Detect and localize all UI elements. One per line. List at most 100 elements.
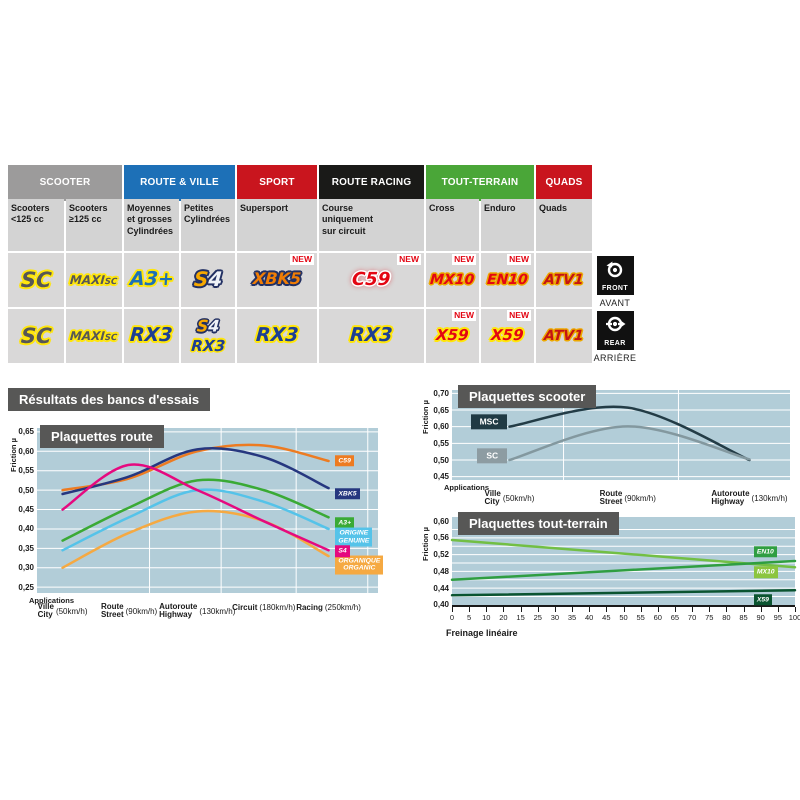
- x-tick-label-20: 20: [499, 613, 508, 622]
- cell-rear-rx3: RX3: [319, 309, 424, 363]
- subheader-quads: Quads: [536, 199, 592, 251]
- y-tick-0-45: 0,45: [433, 472, 449, 482]
- series-a3plus-label: A3+: [335, 517, 355, 529]
- logo-s4: S4: [193, 267, 224, 292]
- series-organique-organic-label: ORGANIQUE ORGANIC: [335, 555, 384, 575]
- logo-sc: SC: [19, 267, 53, 292]
- cell-rear-rx3: RX3: [237, 309, 317, 363]
- y-tick-0-55: 0,55: [433, 438, 449, 448]
- section-title: Résultats des bancs d'essais: [8, 388, 211, 411]
- x-tick-mark: [777, 607, 779, 612]
- series-sc-line: [508, 425, 751, 462]
- logo-rx3: RX3: [129, 324, 174, 347]
- x-tick-label-0: 0: [449, 613, 455, 622]
- x-tick-label-10: 10: [482, 613, 491, 622]
- new-badge: NEW: [452, 254, 476, 265]
- x-tick-label-40: 40: [585, 613, 594, 622]
- series-sc-label: SC: [477, 448, 508, 464]
- y-tick-0-70: 0,70: [433, 388, 449, 398]
- new-badge: NEW: [452, 310, 476, 321]
- category-header-scooter: SCOOTER: [8, 165, 122, 199]
- y-tick-0-40: 0,40: [433, 600, 449, 610]
- series-s4-line: [61, 463, 330, 552]
- subheader-scooters: Scooters ≥125 cc: [66, 199, 122, 251]
- x-tick-label-25: 25: [533, 613, 542, 622]
- logo-en10: EN10: [486, 271, 529, 288]
- chart-route: C59 XBK5 A3+ ORIGINE GENUINE ORGANIQUE ORGAN…: [8, 425, 400, 637]
- x-tick-mark: [640, 607, 642, 612]
- new-badge: NEW: [290, 254, 314, 265]
- chart-route-svg: [37, 428, 378, 593]
- series-mx10-line: [450, 538, 797, 569]
- x-tick-mark: [760, 607, 762, 612]
- y-tick-0-35: 0,35: [18, 543, 34, 553]
- x-axis-note: Applications: [29, 596, 75, 605]
- x-tick-mark: [674, 607, 676, 612]
- chart-title-route: Plaquettes route: [40, 425, 164, 448]
- cell-rear-x59: NEW X59: [426, 309, 479, 363]
- x-category-racing: Racing (250km/h): [296, 603, 361, 612]
- rear-badge-subtitle: ARRIÈRE: [593, 353, 637, 363]
- y-axis-label: Friction µ: [9, 438, 18, 472]
- cell-front-s4: S4: [181, 253, 235, 307]
- x-tick-mark: [726, 607, 728, 612]
- x-tick-mark: [795, 607, 796, 612]
- application-table: SCOOTER ROUTE & VILLE SPORT ROUTE RACING TOU…: [8, 165, 592, 363]
- subheader-cross: Cross: [426, 199, 479, 251]
- chart-title-scooter: Plaquettes scooter: [458, 385, 597, 408]
- cell-front-maxi-sc: MAXISC: [66, 253, 122, 307]
- x-category-ville: Ville City (50km/h): [37, 602, 88, 620]
- front-disc-icon: [604, 258, 626, 285]
- table-body: Scooters <125 cc Scooters ≥125 cc Moyennes…: [8, 199, 592, 363]
- series-origine-genuine-label: ORIGINE GENUINE: [335, 528, 373, 547]
- y-tick-0-30: 0,30: [18, 563, 34, 573]
- x-tick-mark: [572, 607, 574, 612]
- x-tick-label-75: 75: [705, 613, 714, 622]
- logo-sc: SC: [19, 323, 53, 348]
- x-tick-label-50: 50: [619, 613, 628, 622]
- x-axis-note: Applications: [444, 483, 490, 492]
- rear-badge-label: REAR: [604, 340, 626, 347]
- y-tick-0-55: 0,55: [18, 466, 34, 476]
- series-c59-label: C59: [335, 455, 354, 467]
- cell-front-xbk5: NEW XBK5: [237, 253, 317, 307]
- chart-scooter: MSC SC Plaquettes scooter 0,70 0,65 0,60 0,55 0…: [420, 385, 795, 510]
- cell-front-en10: NEW EN10: [481, 253, 534, 307]
- x-tick-mark: [743, 607, 745, 612]
- logo-rx3: RX3: [255, 324, 300, 347]
- series-x59-label: X59: [753, 594, 772, 606]
- new-badge: NEW: [507, 310, 531, 321]
- y-tick-0-50: 0,50: [433, 455, 449, 465]
- cell-front-c59: NEW C59: [319, 253, 424, 307]
- x-tick-mark: [692, 607, 694, 612]
- y-axis-label: Friction µ: [421, 527, 430, 561]
- x-tick-mark: [589, 607, 591, 612]
- x-tick-label-55: 55: [636, 613, 645, 622]
- new-badge: NEW: [507, 254, 531, 265]
- chart-scooter-svg: [452, 390, 790, 480]
- x-category-autoroute: Autoroute Highway (130km/h): [159, 602, 236, 620]
- y-tick-0-60: 0,60: [433, 422, 449, 432]
- logo-a3-plus: A3+: [128, 268, 175, 291]
- subheader-course: Course uniquement sur circuit: [319, 199, 424, 251]
- series-xbk5-line: [61, 447, 330, 496]
- cell-front-mx10: NEW MX10: [426, 253, 479, 307]
- x-category-circuit: Circuit (180km/h): [232, 603, 296, 612]
- cell-front-sc: SC: [8, 253, 64, 307]
- x-tick-label-45: 45: [602, 613, 611, 622]
- x-tick-label-70: 70: [687, 613, 697, 622]
- cell-front-a3-plus: A3+: [124, 253, 179, 307]
- series-s4-label: S4: [335, 545, 350, 558]
- x-tick-mark: [469, 607, 471, 612]
- logo-x59: X59: [490, 325, 525, 344]
- x-tick-label-5: 5: [467, 613, 472, 622]
- x-tick-label-80: 80: [722, 613, 731, 622]
- x-category-autoroute: Autoroute Highway (130km/h): [711, 489, 788, 507]
- x-category-route: Route Street (90km/h): [100, 602, 158, 620]
- logo-mx10: MX10: [429, 271, 476, 288]
- series-a3plus-line: [61, 478, 330, 542]
- x-tick-mark: [503, 607, 505, 612]
- x-tick-mark: [623, 607, 625, 612]
- chart-tout-terrain: MX10 EN10 X59 Plaquettes tout-terrain 0,60 0,…: [420, 510, 800, 642]
- x-tick-label-15: 15: [516, 613, 525, 622]
